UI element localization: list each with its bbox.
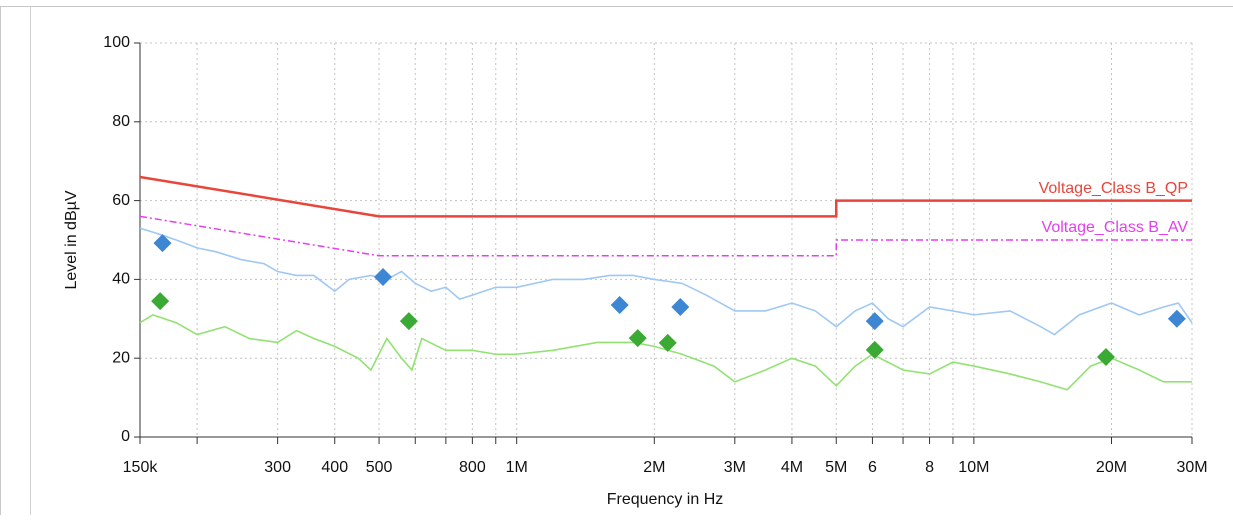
frame xyxy=(1,7,1233,516)
x-tick-label: 3M xyxy=(724,459,746,476)
x-tick-label: 8 xyxy=(925,459,934,476)
marker xyxy=(866,312,884,330)
marker xyxy=(671,298,689,316)
x-tick-label: 2M xyxy=(643,459,665,476)
x-tick-label: 4M xyxy=(781,459,803,476)
y-tick-label: 40 xyxy=(112,271,130,288)
y-tick-label: 100 xyxy=(103,34,130,51)
x-tick-label: 800 xyxy=(459,459,486,476)
y-tick-label: 20 xyxy=(112,349,130,366)
x-tick-label: 300 xyxy=(264,459,291,476)
limit-line xyxy=(140,216,1192,255)
x-tick-label: 30M xyxy=(1176,459,1207,476)
limit-label: Voltage_Class B_AV xyxy=(1042,219,1189,236)
y-tick-label: 0 xyxy=(121,428,130,445)
x-tick-label: 150k xyxy=(123,459,159,476)
limit-line xyxy=(140,177,1192,216)
marker xyxy=(374,268,392,286)
x-tick-label: 500 xyxy=(366,459,393,476)
marker xyxy=(151,292,169,310)
x-tick-label: 6 xyxy=(868,459,877,476)
x-axis-title: Frequency in Hz xyxy=(607,491,724,508)
trace-line xyxy=(140,315,1192,390)
x-tick-label: 5M xyxy=(825,459,847,476)
y-tick-label: 80 xyxy=(112,113,130,130)
limit-label: Voltage_Class B_QP xyxy=(1039,180,1188,197)
y-axis-title: Level in dBµV xyxy=(63,190,80,289)
marker xyxy=(1168,310,1186,328)
trace-line xyxy=(140,228,1192,334)
x-tick-label: 20M xyxy=(1096,459,1127,476)
x-tick-label: 1M xyxy=(506,459,528,476)
y-tick-label: 60 xyxy=(112,192,130,209)
x-tick-label: 10M xyxy=(958,459,989,476)
x-tick-label: 400 xyxy=(321,459,348,476)
marker xyxy=(611,296,629,314)
